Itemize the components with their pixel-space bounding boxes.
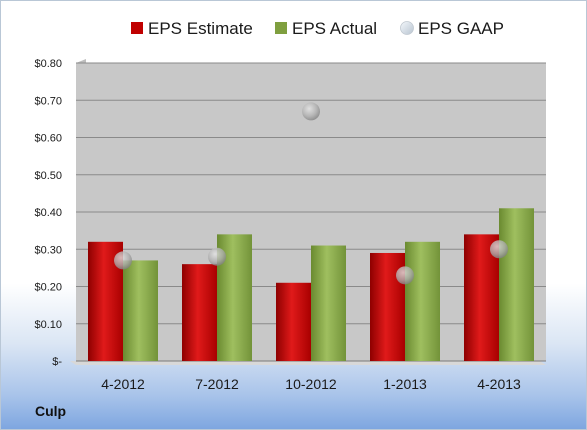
bar-eps-estimate xyxy=(182,264,217,361)
marker-eps-gaap xyxy=(208,247,226,266)
y-tick-label: $0.80 xyxy=(34,58,62,70)
legend-label-eps-actual: EPS Actual xyxy=(292,19,377,38)
x-tick-label: 1-2013 xyxy=(383,376,427,392)
marker-eps-gaap xyxy=(302,102,320,121)
bar-eps-estimate xyxy=(276,282,311,361)
company-name: Culp xyxy=(35,403,67,419)
y-tick-label: $0.20 xyxy=(34,282,62,294)
x-tick-label: 7-2012 xyxy=(195,376,239,392)
y-tick-label: $0.10 xyxy=(34,319,62,331)
legend-label-eps-gaap: EPS GAAP xyxy=(418,19,504,38)
plot-floor xyxy=(70,361,546,365)
y-tick-label: $0.60 xyxy=(34,133,62,145)
marker-eps-gaap xyxy=(490,240,508,259)
legend-swatch-eps-actual xyxy=(275,22,287,34)
bar-eps-actual xyxy=(123,260,158,361)
legend-label-eps-estimate: EPS Estimate xyxy=(148,19,253,38)
y-tick-label: $- xyxy=(52,356,62,368)
plot-area: $- $0.10 $0.20 $0.30 $0.40 $0.50 $0.60 $0.70 $0.… xyxy=(34,58,546,392)
marker-eps-gaap xyxy=(114,251,132,270)
y-tick-label: $0.70 xyxy=(34,95,62,107)
legend-swatch-eps-gaap xyxy=(400,21,414,35)
y-tick-label: $0.50 xyxy=(34,170,62,182)
y-tick-label: $0.40 xyxy=(34,207,62,219)
x-tick-label: 4-2012 xyxy=(101,376,145,392)
x-tick-label: 4-2013 xyxy=(477,376,521,392)
marker-eps-gaap xyxy=(396,266,414,285)
bar-eps-actual xyxy=(311,245,346,361)
x-tick-label: 10-2012 xyxy=(285,376,337,392)
legend: EPS Estimate EPS Actual EPS GAAP xyxy=(131,19,504,38)
bar-eps-actual xyxy=(405,241,440,361)
y-tick-label: $0.30 xyxy=(34,244,62,256)
bar-eps-actual xyxy=(499,208,534,361)
legend-swatch-eps-estimate xyxy=(131,22,143,34)
